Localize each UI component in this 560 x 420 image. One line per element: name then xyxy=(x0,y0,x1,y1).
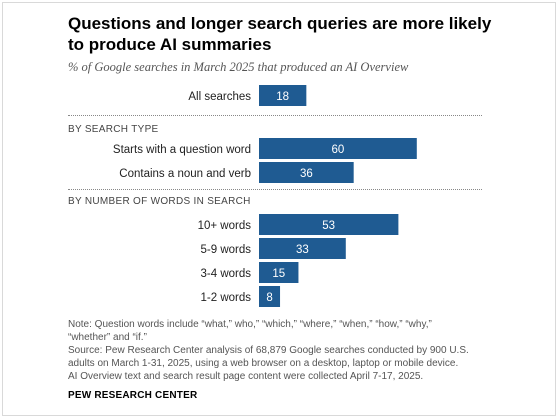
source-line-3: AI Overview text and search result page … xyxy=(68,371,424,382)
figure-frame xyxy=(2,2,556,416)
divider-middle xyxy=(68,189,482,190)
chart-title: Questions and longer search queries are … xyxy=(68,13,508,55)
section-label-word-count: BY NUMBER OF WORDS IN SEARCH xyxy=(68,196,251,207)
note-line-1: Note: Question words include “what,” who… xyxy=(68,319,432,330)
note-line-2: “whether” and “if.” xyxy=(68,332,147,343)
source-line-2: adults on March 1-31, 2025, using a web … xyxy=(68,358,459,369)
chart-title-line-1: Questions and longer search queries are … xyxy=(68,14,492,33)
section-label-search-type: BY SEARCH TYPE xyxy=(68,124,159,135)
note-block: Note: Question words include “what,” who… xyxy=(68,318,488,383)
pew-credit: PEW RESEARCH CENTER xyxy=(68,390,198,401)
chart-title-line-2: to produce AI summaries xyxy=(68,35,272,54)
source-line-1: Source: Pew Research Center analysis of … xyxy=(68,345,469,356)
chart-subtitle: % of Google searches in March 2025 that … xyxy=(68,60,409,74)
divider-top xyxy=(68,115,482,116)
